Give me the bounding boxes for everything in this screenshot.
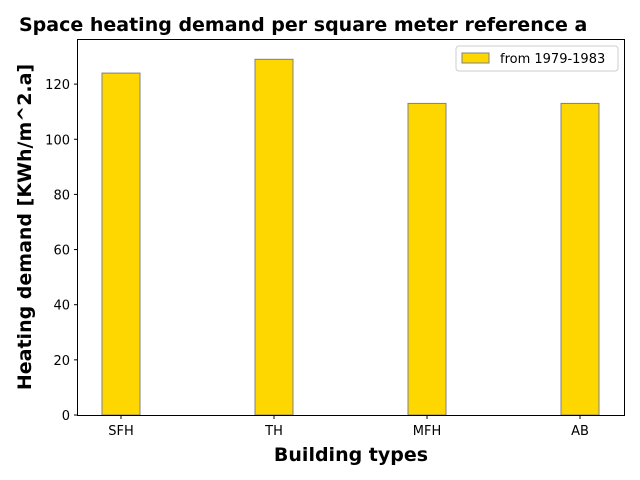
y-axis-label: Heating demand [KWh/m^2.a] <box>14 64 36 390</box>
bar-sfh <box>101 72 141 416</box>
x-axis-label: Building types <box>274 444 428 466</box>
bar-mfh <box>407 102 447 416</box>
x-tick-label: AB <box>571 424 589 439</box>
y-tick-label: 100 <box>45 133 70 148</box>
legend: from 1979-1983 <box>455 45 619 72</box>
bars-group <box>101 58 600 416</box>
legend-label: from 1979-1983 <box>500 52 605 67</box>
y-tick-label: 60 <box>53 244 70 259</box>
y-tick-label: 20 <box>53 354 70 369</box>
plot-frame <box>77 39 625 416</box>
y-tick-label: 120 <box>45 78 70 93</box>
legend-swatch <box>461 52 490 64</box>
legend-box <box>455 45 619 72</box>
y-tick-label: 0 <box>62 409 70 424</box>
chart-title: Space heating demand per square meter re… <box>19 14 587 36</box>
x-tick-label: TH <box>264 424 283 439</box>
x-tick-label: MFH <box>413 424 441 439</box>
bar-ab <box>560 102 600 416</box>
y-tick-label: 80 <box>53 188 70 203</box>
bar-th <box>254 58 294 416</box>
y-tick-label: 40 <box>53 299 70 314</box>
y-axis-ticks: 0 20 40 60 80 100 120 <box>45 78 78 424</box>
x-tick-label: SFH <box>108 424 134 439</box>
x-axis-ticks: SFH TH MFH AB <box>108 415 589 439</box>
